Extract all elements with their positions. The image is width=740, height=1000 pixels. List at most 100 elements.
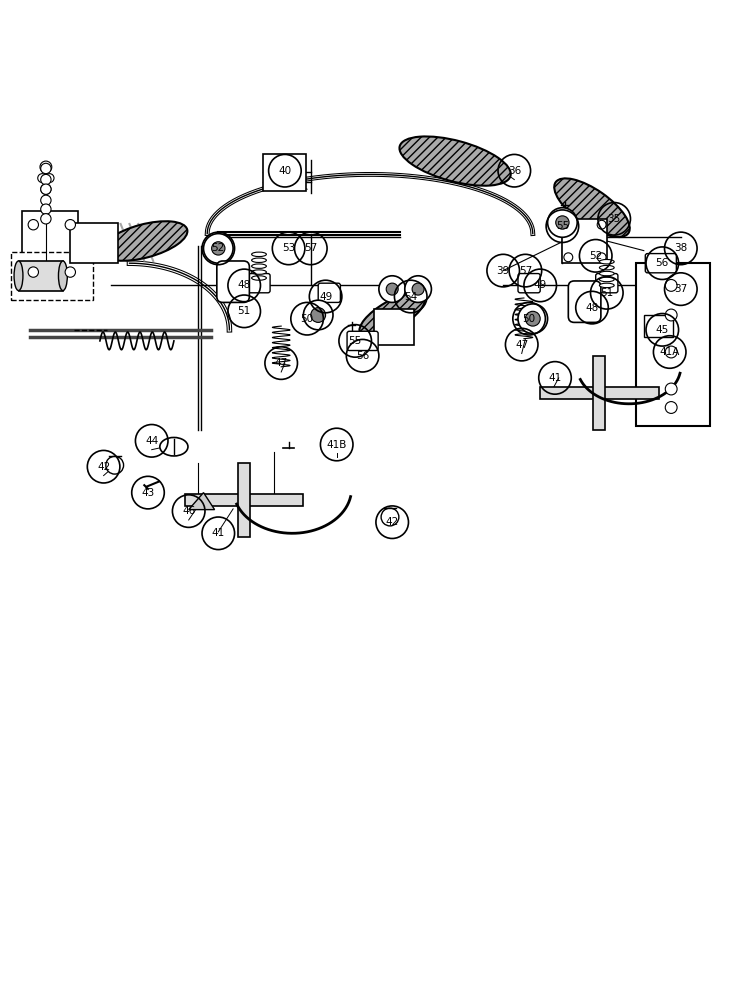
Bar <box>562 219 607 263</box>
Circle shape <box>665 402 677 413</box>
Text: 53: 53 <box>282 243 295 253</box>
FancyBboxPatch shape <box>596 274 618 293</box>
Ellipse shape <box>58 261 67 291</box>
FancyBboxPatch shape <box>318 283 340 302</box>
Bar <box>593 356 605 430</box>
Bar <box>70 223 118 263</box>
Text: 52: 52 <box>212 243 225 253</box>
Text: 42: 42 <box>97 462 110 472</box>
Ellipse shape <box>599 271 614 276</box>
Ellipse shape <box>599 277 614 282</box>
Circle shape <box>106 456 124 474</box>
Text: 38: 38 <box>674 243 687 253</box>
Circle shape <box>381 508 399 526</box>
Bar <box>11 252 92 300</box>
FancyBboxPatch shape <box>347 331 378 351</box>
Circle shape <box>38 174 47 183</box>
Text: 48: 48 <box>585 303 599 313</box>
Ellipse shape <box>252 258 266 262</box>
Text: 41A: 41A <box>659 347 680 357</box>
Text: 57: 57 <box>519 266 532 276</box>
Circle shape <box>412 283 424 295</box>
Text: 51: 51 <box>600 288 613 298</box>
Circle shape <box>556 216 569 229</box>
Circle shape <box>665 279 677 291</box>
Text: 47: 47 <box>515 340 528 350</box>
Circle shape <box>204 234 233 263</box>
Text: 51: 51 <box>238 306 251 316</box>
Ellipse shape <box>252 270 266 274</box>
Ellipse shape <box>400 136 511 186</box>
Text: 56: 56 <box>656 258 669 268</box>
Text: 49: 49 <box>534 280 547 290</box>
Ellipse shape <box>554 178 630 237</box>
Bar <box>636 263 710 426</box>
Text: 45: 45 <box>656 325 669 335</box>
Circle shape <box>564 253 573 262</box>
Ellipse shape <box>160 437 188 456</box>
Text: 40: 40 <box>278 166 292 176</box>
Circle shape <box>564 220 573 229</box>
Circle shape <box>518 304 548 334</box>
Text: 41: 41 <box>548 373 562 383</box>
Text: 47: 47 <box>275 358 288 368</box>
Ellipse shape <box>599 259 614 264</box>
Circle shape <box>65 220 75 230</box>
Text: 48: 48 <box>238 280 251 290</box>
Circle shape <box>41 184 51 194</box>
Text: 57: 57 <box>304 243 317 253</box>
Ellipse shape <box>599 283 614 288</box>
Bar <box>374 309 414 345</box>
Text: 49: 49 <box>319 292 332 302</box>
Ellipse shape <box>252 264 266 268</box>
Circle shape <box>41 214 51 224</box>
Ellipse shape <box>14 261 23 291</box>
FancyBboxPatch shape <box>518 274 540 293</box>
FancyBboxPatch shape <box>217 261 249 302</box>
Circle shape <box>386 283 398 295</box>
Text: 50: 50 <box>300 314 314 324</box>
FancyBboxPatch shape <box>568 281 601 322</box>
Circle shape <box>41 204 51 214</box>
Circle shape <box>311 308 326 322</box>
Circle shape <box>405 276 431 302</box>
Circle shape <box>665 309 677 321</box>
Polygon shape <box>189 493 215 510</box>
Circle shape <box>525 311 540 326</box>
Bar <box>18 261 63 291</box>
FancyBboxPatch shape <box>645 254 676 273</box>
Circle shape <box>303 300 333 330</box>
Ellipse shape <box>101 221 187 261</box>
Circle shape <box>548 208 577 237</box>
Circle shape <box>379 276 406 302</box>
Circle shape <box>28 220 38 230</box>
Circle shape <box>41 163 51 174</box>
Text: 52: 52 <box>589 251 602 261</box>
Text: 41B: 41B <box>326 440 347 450</box>
Text: 46: 46 <box>182 506 195 516</box>
Circle shape <box>45 174 54 183</box>
Circle shape <box>597 253 606 262</box>
Ellipse shape <box>252 276 266 280</box>
Bar <box>644 315 673 337</box>
Text: 55: 55 <box>556 221 569 231</box>
Circle shape <box>41 195 51 205</box>
Text: 35: 35 <box>608 214 621 224</box>
Circle shape <box>41 174 51 185</box>
Circle shape <box>597 220 606 229</box>
Text: 54: 54 <box>404 292 417 302</box>
Text: 36: 36 <box>508 166 521 176</box>
Circle shape <box>665 346 677 358</box>
Circle shape <box>28 267 38 277</box>
Circle shape <box>212 242 225 255</box>
Text: 50: 50 <box>522 314 536 324</box>
Text: 44: 44 <box>145 436 158 446</box>
Text: 56: 56 <box>356 351 369 361</box>
Text: 43: 43 <box>141 488 155 498</box>
Text: 55: 55 <box>349 336 362 346</box>
Bar <box>22 211 78 278</box>
Circle shape <box>40 161 52 173</box>
Bar <box>263 154 306 191</box>
FancyBboxPatch shape <box>248 274 270 293</box>
Text: 39: 39 <box>497 266 510 276</box>
